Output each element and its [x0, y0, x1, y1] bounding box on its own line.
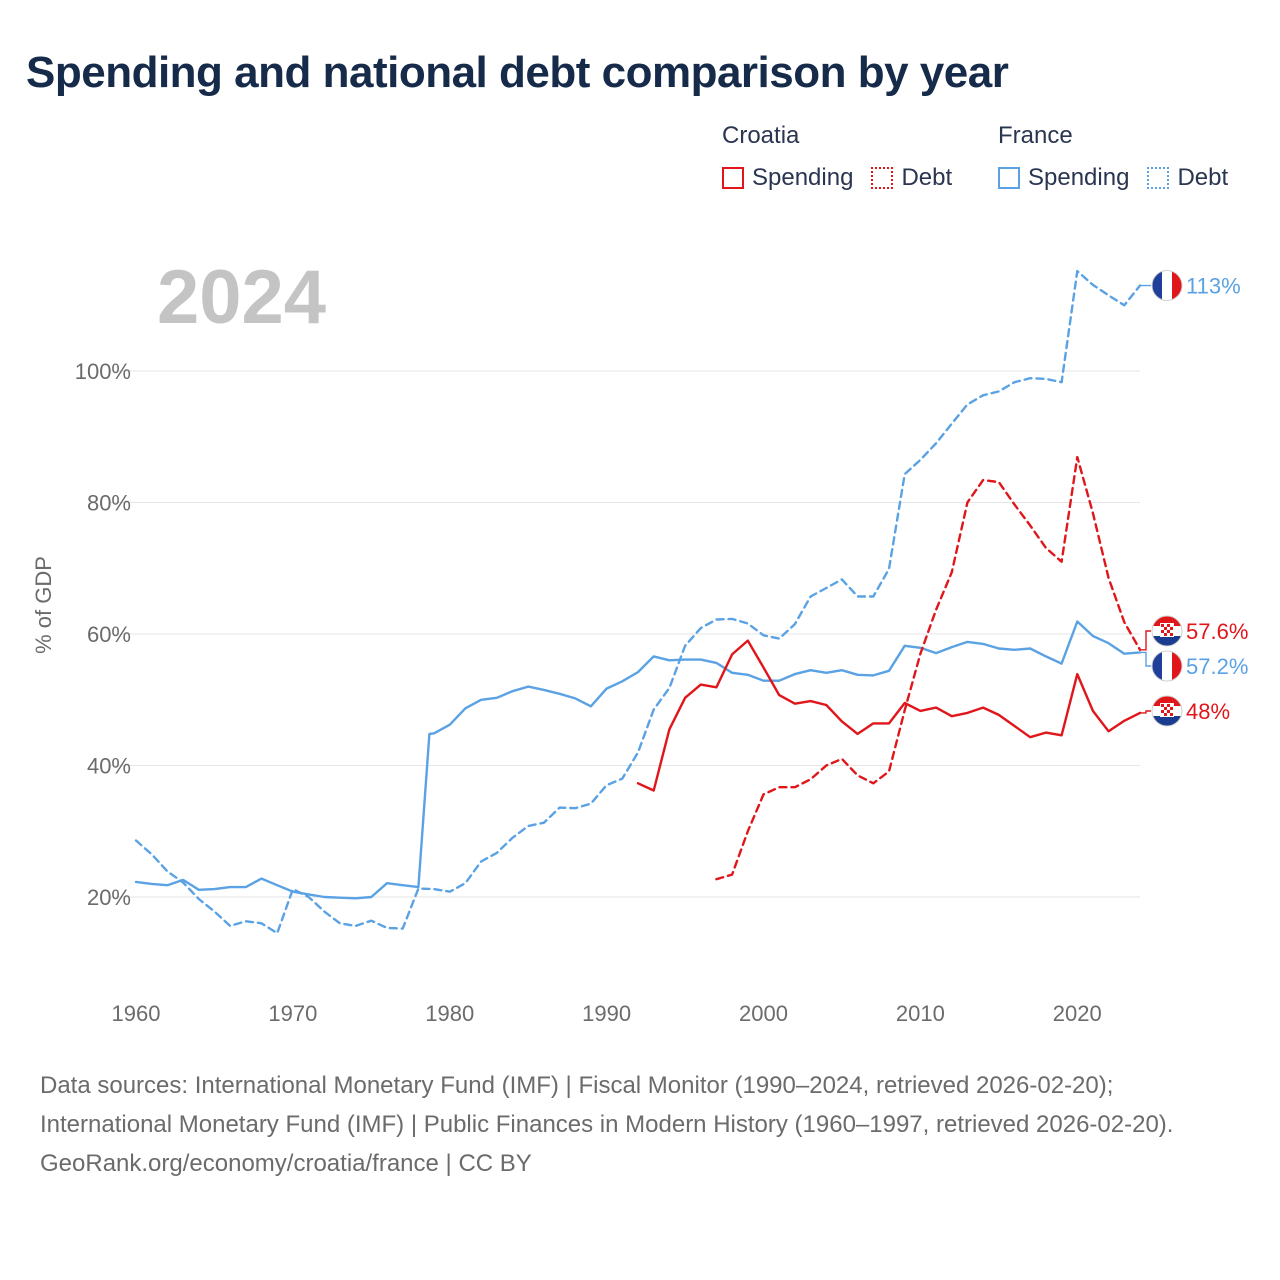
x-tick-label: 2020 [1053, 1001, 1102, 1026]
y-axis-label: % of GDP [31, 556, 56, 654]
legend-croatia-spending[interactable]: Spending [722, 164, 853, 192]
footer: Data sources: International Monetary Fun… [40, 1066, 1240, 1183]
series-line-croatia-debt[interactable] [715, 455, 1142, 881]
legend-france-debt[interactable]: Debt [1147, 164, 1228, 192]
croatia-flag-icon [1152, 696, 1182, 726]
legend-country-croatia: Croatia [722, 122, 800, 149]
y-tick-label: 20% [87, 885, 131, 910]
chart-title: Spending and national debt comparison by… [26, 48, 1009, 97]
legend-swatch-solid-blue [998, 167, 1020, 189]
end-label-croatia-spending: 48% [1140, 695, 1230, 727]
legend-swatch-dotted-blue [1147, 167, 1170, 189]
series-line-croatia-spending[interactable] [636, 639, 1142, 792]
legend-label: Spending [1028, 164, 1130, 191]
end-label-france-spending: 57.2% [1140, 650, 1248, 682]
data-sources: Data sources: International Monetary Fun… [40, 1072, 1174, 1138]
legend-swatch-solid-red [722, 167, 744, 189]
end-value-label: 113% [1186, 274, 1241, 299]
legend-france: France Spending Debt [998, 122, 1246, 192]
croatia-flag-icon [1152, 616, 1182, 646]
end-value-label: 57.2% [1186, 654, 1248, 679]
y-tick-label: 100% [75, 359, 131, 384]
legend-croatia: Croatia Spending Debt [722, 122, 970, 192]
legend-swatch-dotted-red [871, 167, 894, 189]
end-label-croatia-debt: 57.6% [1140, 615, 1248, 651]
end-label-france-debt: 113% [1140, 270, 1241, 302]
legend-label: Debt [1177, 164, 1229, 191]
france-flag-icon [1152, 651, 1182, 681]
legend-label: Spending [752, 164, 854, 191]
label-connector [1140, 651, 1151, 667]
end-value-label: 48% [1186, 699, 1230, 724]
series-line-france-spending[interactable] [134, 620, 1142, 900]
x-tick-label: 2000 [739, 1001, 788, 1026]
line-chart: 2024 20% 40% 60% 80% 100% 1960 1970 1980 1990 200… [31, 255, 1248, 1026]
label-connector [1140, 630, 1151, 651]
x-tick-label: 1980 [425, 1001, 474, 1026]
y-tick-label: 40% [87, 754, 131, 779]
series-line-france-debt[interactable] [134, 269, 1142, 935]
year-watermark: 2024 [157, 255, 326, 340]
legend-france-spending[interactable]: Spending [998, 164, 1129, 192]
legend-country-france: France [998, 122, 1073, 149]
legend-label: Debt [901, 164, 953, 191]
label-connector [1140, 710, 1151, 714]
credit-link[interactable]: GeoRank.org/economy/croatia/france | CC … [40, 1150, 532, 1177]
y-tick-label: 60% [87, 622, 131, 647]
end-value-label: 57.6% [1186, 619, 1248, 644]
france-flag-icon [1152, 270, 1182, 301]
y-tick-label: 80% [87, 491, 131, 516]
x-tick-label: 2010 [896, 1001, 945, 1026]
x-tick-label: 1970 [268, 1001, 317, 1026]
x-tick-label: 1990 [582, 1001, 631, 1026]
legend-croatia-debt[interactable]: Debt [871, 164, 952, 192]
x-tick-label: 1960 [112, 1001, 161, 1026]
